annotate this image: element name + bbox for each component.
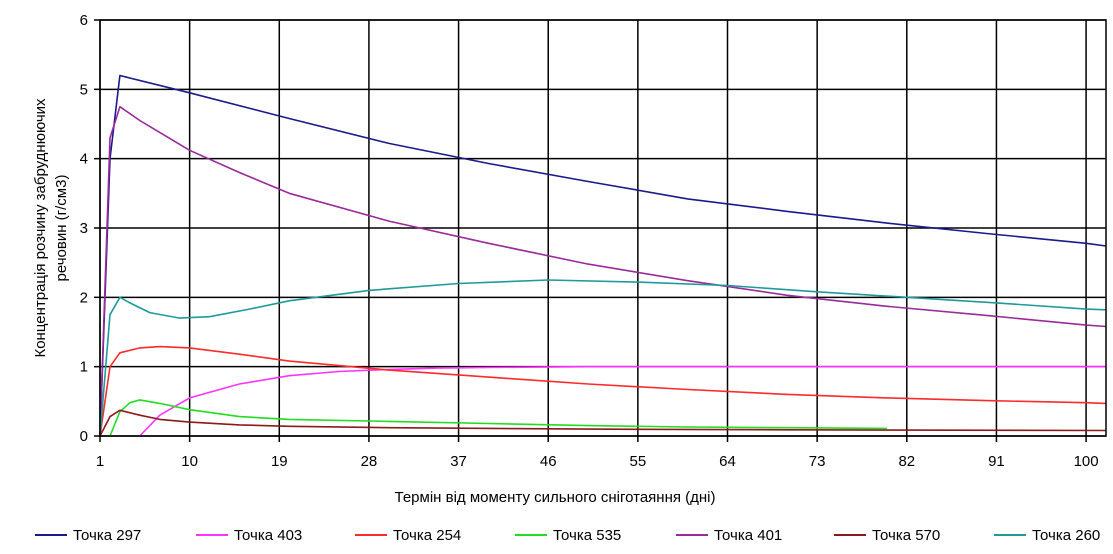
x-tick-label-6: 55 <box>630 453 647 470</box>
legend: Точка 297 Точка 403 Точка 254 Точка 535 Точк… <box>35 527 1100 544</box>
legend-label-2: Точка 254 <box>393 527 461 544</box>
x-tick-label-9: 82 <box>898 453 915 470</box>
series-line-точка-535 <box>109 399 887 437</box>
y-tick-label-2: 2 <box>80 289 88 306</box>
series-line-точка-254 <box>99 345 1107 437</box>
y-tick-label-0: 0 <box>80 428 88 445</box>
x-tick-label-4: 37 <box>450 453 467 470</box>
x-tick-label-1: 10 <box>181 453 198 470</box>
x-tick-label-0: 1 <box>96 453 104 470</box>
x-tick-label-3: 28 <box>361 453 378 470</box>
x-tick-label-2: 19 <box>271 453 288 470</box>
legend-label-5: Точка 570 <box>872 527 940 544</box>
legend-label-3: Точка 535 <box>553 527 621 544</box>
legend-label-6: Точка 260 <box>1032 527 1100 544</box>
legend-label-4: Точка 401 <box>714 527 782 544</box>
x-tick-label-7: 64 <box>719 453 736 470</box>
y-tick-label-1: 1 <box>80 359 88 376</box>
legend-label-1: Точка 403 <box>234 527 302 544</box>
x-tick-label-5: 46 <box>540 453 557 470</box>
y-tick-label-4: 4 <box>80 151 88 168</box>
y-axis-title-line2: речовин (г/см3) <box>53 175 70 282</box>
x-tick-labels: 1 10 19 28 37 46 55 64 73 82 91 100 <box>96 436 1099 470</box>
series-line-точка-260 <box>99 279 1107 437</box>
y-tick-label-5: 5 <box>80 81 88 98</box>
x-tick-label-11: 100 <box>1074 453 1099 470</box>
x-tick-label-8: 73 <box>809 453 826 470</box>
legend-label-0: Точка 297 <box>73 527 141 544</box>
y-tick-label-3: 3 <box>80 220 88 237</box>
y-tick-labels: 0 1 2 3 4 5 6 <box>80 12 100 445</box>
x-axis-title: Термін від моменту сильного сніготаяння … <box>395 489 716 506</box>
series-line-точка-401 <box>99 105 1107 437</box>
x-tick-label-10: 91 <box>988 453 1005 470</box>
y-tick-label-6: 6 <box>80 12 88 29</box>
series-line-точка-297 <box>99 74 1107 437</box>
series-lines <box>99 74 1107 437</box>
y-axis-title-line1: Концентрація розчину забруднюючих <box>32 98 49 358</box>
series-line-точка-570 <box>99 409 1107 437</box>
